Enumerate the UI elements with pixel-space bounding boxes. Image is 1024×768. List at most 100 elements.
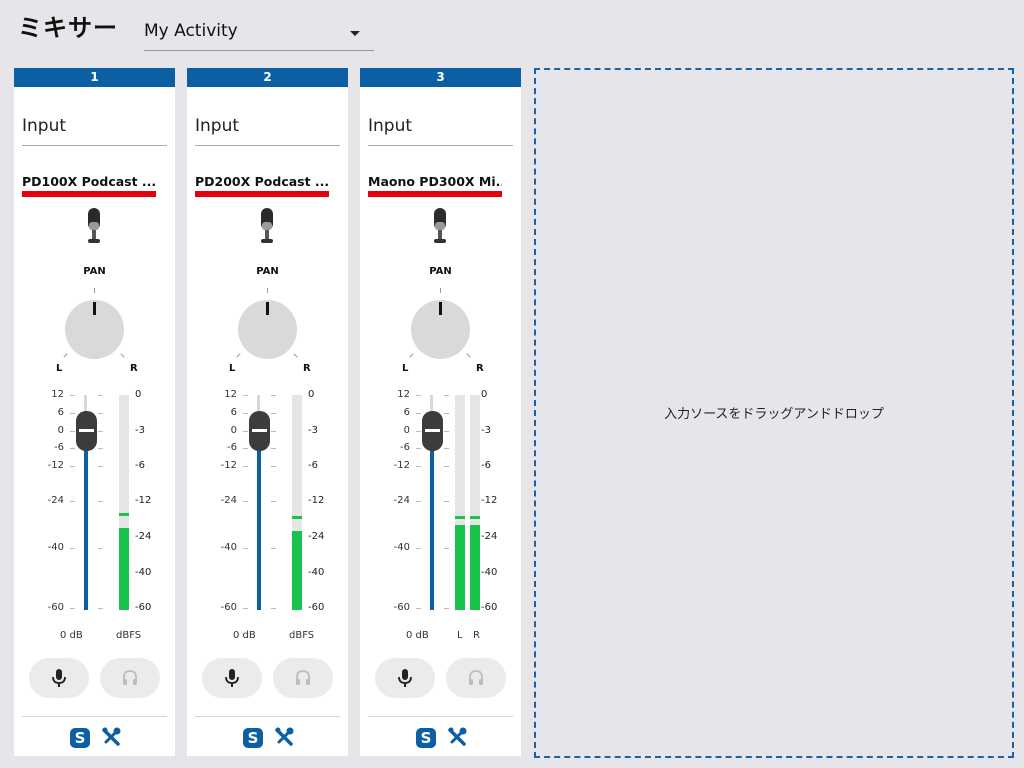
gain-fader-thumb[interactable] <box>422 411 443 451</box>
tools-icon[interactable] <box>273 726 295 748</box>
slider-scale-label: 12 <box>397 389 410 400</box>
pan-knob[interactable] <box>411 300 470 359</box>
page-title: ミキサー <box>18 14 118 42</box>
meter-scale-label: -12 <box>308 495 325 506</box>
device-name[interactable]: PD200X Podcast ... <box>195 174 329 189</box>
pan-right-label: R <box>476 363 484 374</box>
gain-fader-thumb[interactable] <box>76 411 97 451</box>
slider-scale-tick <box>271 431 276 432</box>
meter-scale-label: -6 <box>481 460 491 471</box>
slider-scale-label: -12 <box>220 460 237 471</box>
podcast-mic-icon <box>84 208 104 246</box>
slider-scale-tick <box>271 448 276 449</box>
slider-scale-tick <box>98 448 103 449</box>
pan-left-tick <box>63 353 68 358</box>
slider-scale-tick <box>444 501 449 502</box>
slider-scale-tick <box>70 395 75 396</box>
headphones-button[interactable] <box>100 658 160 698</box>
podcast-mic-icon <box>257 208 277 246</box>
channel-strip-3: 3 Input Maono PD300X Mi... PAN L R 12 6 0 -6 -12 -2… <box>360 68 521 756</box>
gain-readout: 0 dB <box>406 630 429 641</box>
slider-scale-tick <box>416 431 421 432</box>
slider-scale-tick <box>416 395 421 396</box>
slider-scale-label: -24 <box>47 495 64 506</box>
slider-scale-label: -6 <box>54 442 64 453</box>
meter-scale-label: -3 <box>135 425 145 436</box>
headphones-button[interactable] <box>273 658 333 698</box>
pan-right-label: R <box>303 363 311 374</box>
slider-scale-tick <box>243 413 248 414</box>
tools-icon[interactable] <box>100 726 122 748</box>
slider-scale-tick <box>243 431 248 432</box>
mic-monitor-button[interactable] <box>29 658 89 698</box>
slider-scale-tick <box>416 413 421 414</box>
device-name[interactable]: Maono PD300X Mi... <box>368 174 502 189</box>
tools-icon[interactable] <box>446 726 468 748</box>
drop-zone[interactable]: 入力ソースをドラッグアンドドロップ <box>534 68 1014 758</box>
slider-scale-tick <box>444 466 449 467</box>
meter-left-label: L <box>457 630 463 641</box>
meter-scale-label: -6 <box>308 460 318 471</box>
slider-scale-label: 6 <box>230 407 237 418</box>
activity-dropdown[interactable]: My Activity <box>144 16 374 51</box>
pan-knob[interactable] <box>238 300 297 359</box>
mic-monitor-button[interactable] <box>202 658 262 698</box>
gain-readout: 0 dB <box>233 630 256 641</box>
pan-label: PAN <box>83 266 106 277</box>
pan-left-tick <box>236 353 241 358</box>
input-label[interactable]: Input <box>368 116 513 146</box>
level-meter-peak <box>470 516 480 519</box>
slider-scale-tick <box>444 413 449 414</box>
channel-number: 1 <box>14 68 175 87</box>
level-meter-fill <box>119 528 129 610</box>
slider-scale-label: -12 <box>47 460 64 471</box>
meter-scale-label: -6 <box>135 460 145 471</box>
device-name[interactable]: PD100X Podcast ... <box>22 174 156 189</box>
gain-fader-thumb[interactable] <box>249 411 270 451</box>
divider <box>22 716 167 717</box>
slider-scale-label: -60 <box>47 602 64 613</box>
channel-strip-1: 1 Input PD100X Podcast ... PAN L R 12 6 0 -6 -12 -2… <box>14 68 175 756</box>
slider-scale-tick <box>243 608 248 609</box>
pan-left-label: L <box>56 363 63 374</box>
slider-scale-tick <box>444 431 449 432</box>
gain-fader-fill <box>84 436 88 610</box>
slider-scale-tick <box>70 548 75 549</box>
slider-scale-tick <box>98 466 103 467</box>
headphones-button[interactable] <box>446 658 506 698</box>
s-badge-icon[interactable]: S <box>416 728 436 748</box>
slider-scale-tick <box>70 608 75 609</box>
divider <box>195 716 340 717</box>
device-status-bar <box>22 191 156 197</box>
s-badge-icon[interactable]: S <box>70 728 90 748</box>
caret-down-icon <box>350 31 360 36</box>
slider-scale-label: -40 <box>393 542 410 553</box>
slider-scale-label: 12 <box>224 389 237 400</box>
input-label[interactable]: Input <box>22 116 167 146</box>
input-label[interactable]: Input <box>195 116 340 146</box>
pan-knob[interactable] <box>65 300 124 359</box>
mic-monitor-button[interactable] <box>375 658 435 698</box>
meter-scale-label: -24 <box>308 531 325 542</box>
slider-scale-label: 0 <box>230 425 237 436</box>
slider-scale-label: 0 <box>57 425 64 436</box>
gain-fader-fill <box>430 436 434 610</box>
pan-label: PAN <box>256 266 279 277</box>
pan-left-label: L <box>229 363 236 374</box>
meter-scale-label: -12 <box>135 495 152 506</box>
slider-scale-tick <box>98 431 103 432</box>
slider-scale-tick <box>70 466 75 467</box>
slider-scale-tick <box>416 501 421 502</box>
slider-scale-tick <box>416 448 421 449</box>
slider-scale-tick <box>416 608 421 609</box>
slider-scale-label: 0 <box>403 425 410 436</box>
pan-knob-indicator <box>439 302 442 315</box>
slider-scale-label: -24 <box>393 495 410 506</box>
activity-selected: My Activity <box>144 21 238 41</box>
pan-left-tick <box>409 353 414 358</box>
slider-scale-label: -60 <box>220 602 237 613</box>
s-badge-icon[interactable]: S <box>243 728 263 748</box>
meter-right-label: R <box>473 630 480 641</box>
slider-scale-tick <box>70 501 75 502</box>
meter-scale-label: -60 <box>308 602 325 613</box>
